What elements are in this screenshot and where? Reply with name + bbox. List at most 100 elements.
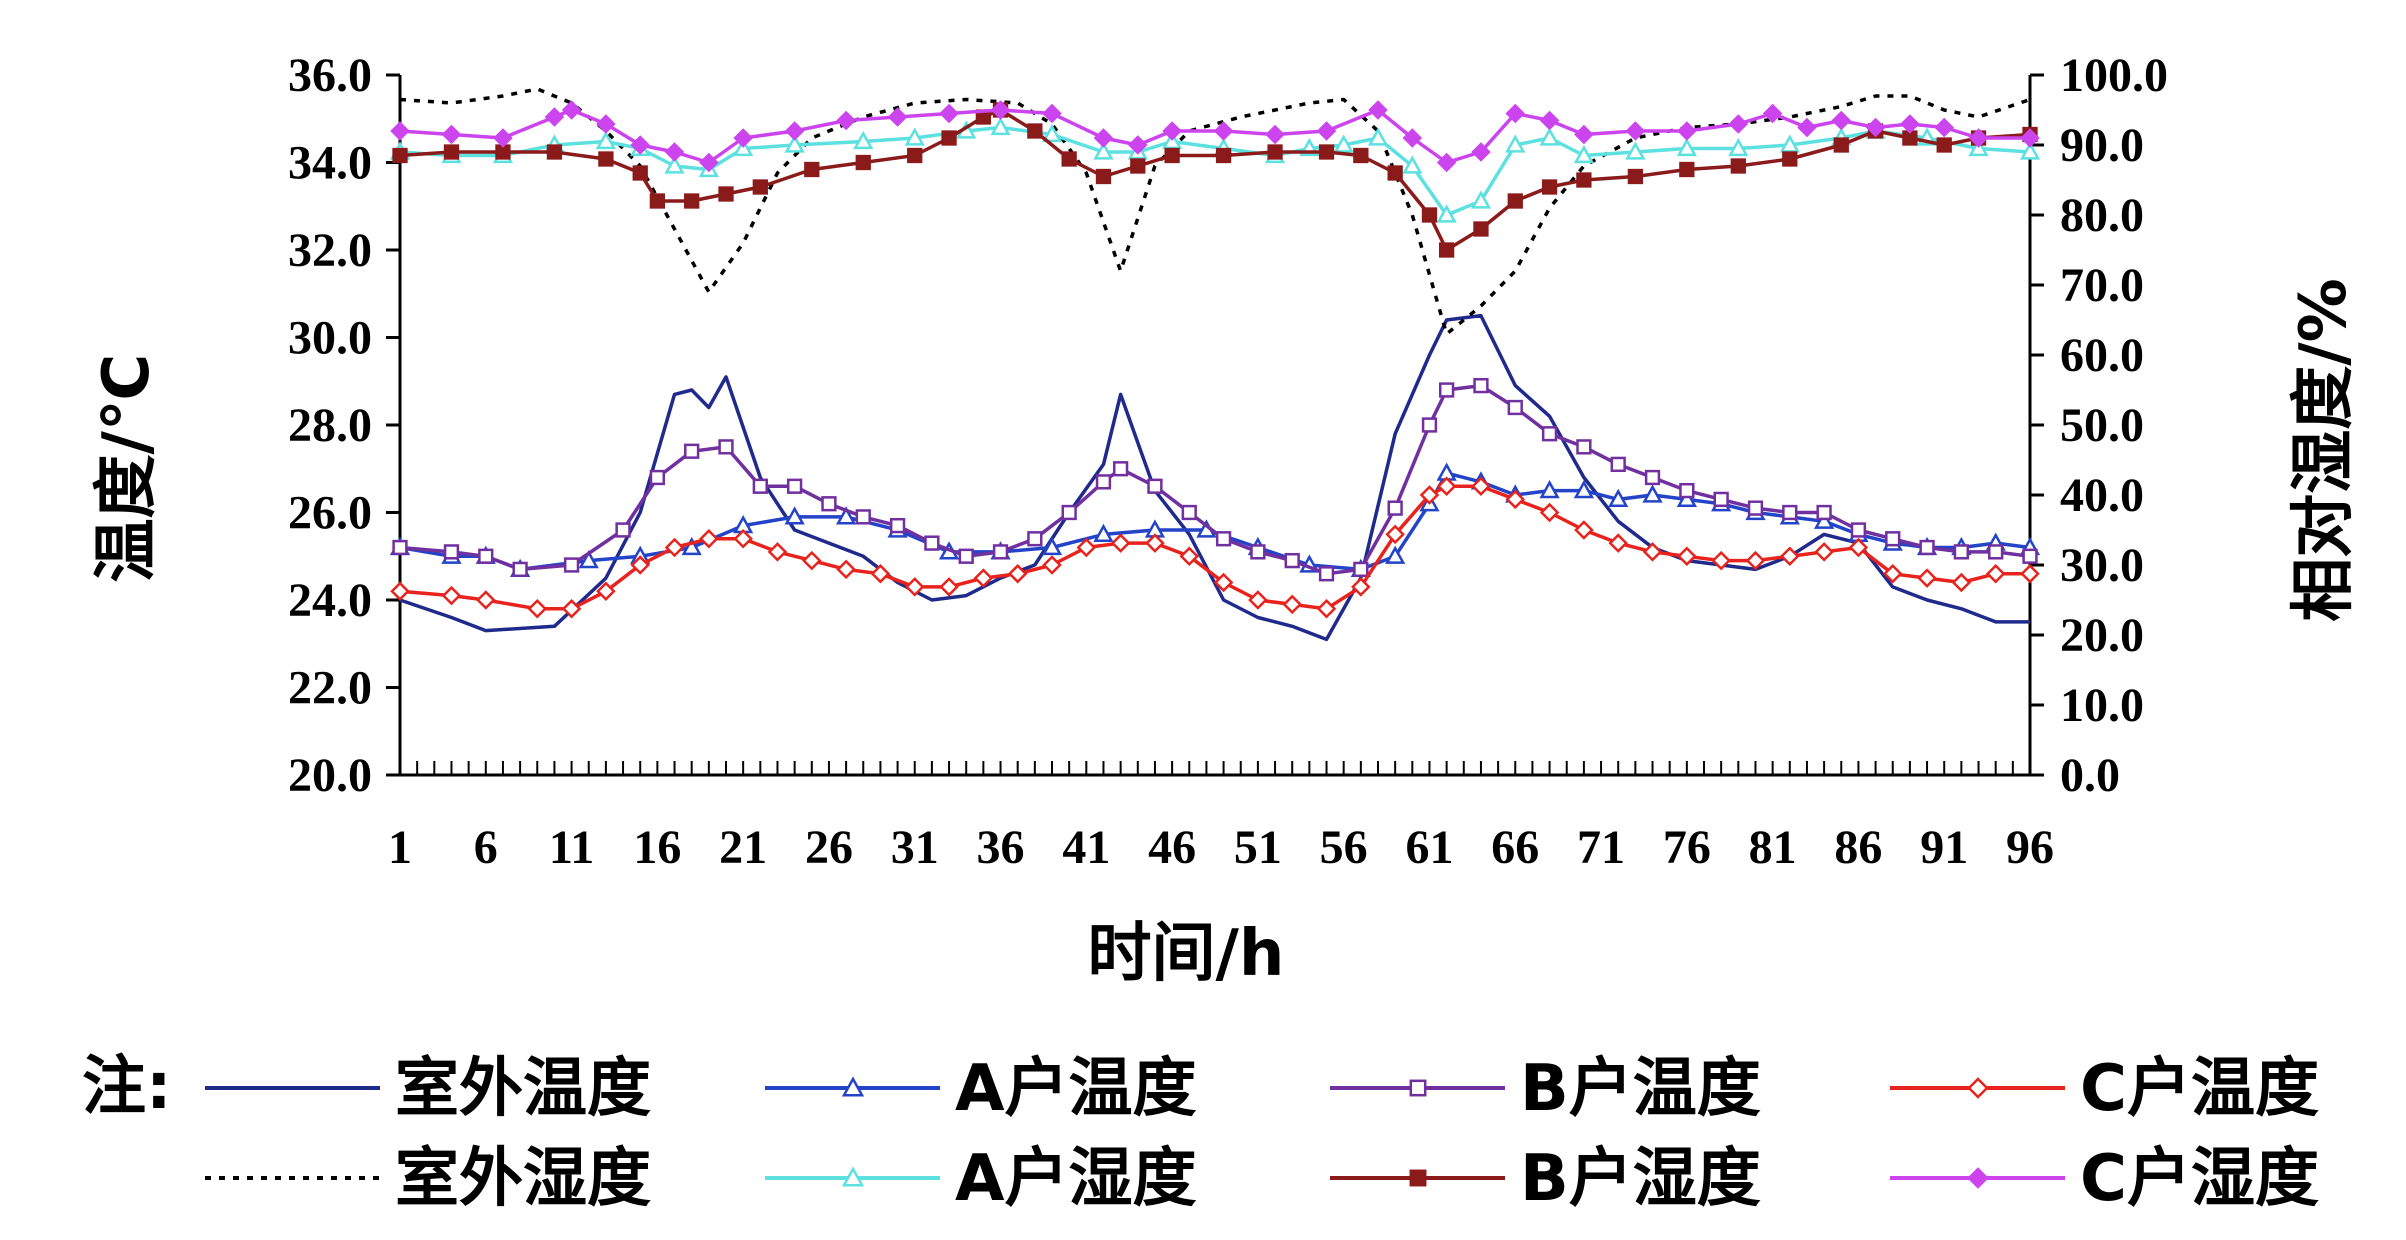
data-point (1953, 544, 1970, 560)
y-left-tick-label: 32.0 (288, 224, 372, 277)
y-right-tick-label: 40.0 (2060, 469, 2144, 522)
data-point (649, 193, 666, 209)
x-tick-label: 11 (549, 821, 594, 874)
data-point (990, 100, 1011, 120)
data-point (512, 561, 528, 578)
data-point (1093, 523, 1114, 543)
data-point (2020, 128, 2040, 148)
data-point (527, 598, 548, 619)
data-point (1539, 480, 1560, 499)
data-point (1061, 151, 1077, 167)
data-point (595, 130, 617, 150)
data-point (1421, 417, 1438, 433)
y-right-tick-label: 80.0 (2060, 189, 2144, 242)
data-point (1093, 141, 1114, 160)
x-tick-label: 91 (1920, 821, 1968, 874)
data-point (1110, 533, 1131, 553)
data-point (684, 443, 700, 459)
data-point (699, 152, 719, 173)
data-point (939, 103, 959, 124)
data-point (441, 585, 462, 606)
data-point (476, 590, 496, 610)
series-line (399, 484, 2030, 611)
y-right-tick-label: 100.0 (2060, 49, 2168, 102)
data-point (2019, 141, 2041, 160)
data-point (1539, 110, 1560, 131)
data-point (493, 128, 513, 148)
data-point (1728, 114, 1749, 134)
y-right-tick-label: 70.0 (2060, 259, 2144, 312)
data-point (1745, 550, 1766, 571)
data-point (1833, 137, 1849, 153)
legend-label: A户温度 (955, 1052, 1197, 1126)
data-point (1130, 158, 1146, 174)
data-point (1027, 123, 1043, 139)
data-point (1076, 537, 1097, 558)
data-point (1885, 531, 1901, 547)
data-point (2020, 563, 2040, 584)
data-point (802, 550, 822, 571)
x-tick-label: 46 (1148, 821, 1196, 874)
series-1 (399, 313, 2030, 642)
data-point (1385, 524, 1405, 545)
data-point (1762, 103, 1783, 124)
x-tick-label: 1 (388, 821, 412, 874)
data-point (1061, 504, 1077, 521)
data-point (546, 144, 563, 160)
data-point (1387, 500, 1403, 516)
series-3 (392, 377, 2038, 582)
x-tick-label: 31 (891, 821, 939, 874)
y-right-tick-label: 10.0 (2060, 679, 2144, 732)
data-point (649, 469, 666, 486)
x-tick-label: 66 (1491, 821, 1539, 874)
legend-item: C户湿度 (1890, 1142, 2319, 1216)
data-point (1248, 590, 1268, 610)
data-point (1007, 563, 1028, 584)
data-point (767, 542, 788, 562)
data-point (699, 528, 719, 549)
series-line (399, 108, 2030, 165)
data-point (907, 147, 923, 164)
data-point (1813, 510, 1835, 529)
data-point (615, 522, 631, 538)
data-point (1608, 488, 1629, 508)
data-point (392, 147, 408, 164)
y-right-tick-label: 50.0 (2060, 399, 2144, 452)
data-point (1438, 242, 1455, 258)
data-point (1470, 190, 1492, 209)
data-point (441, 124, 462, 145)
data-point (718, 439, 734, 455)
legend-note: 注: (82, 1050, 172, 1124)
data-point (630, 135, 650, 155)
x-tick-label: 51 (1234, 821, 1282, 874)
data-point (392, 539, 408, 556)
data-point (1850, 522, 1867, 538)
data-point (1831, 110, 1852, 131)
axis-ticks (386, 73, 2044, 777)
data-point (889, 517, 906, 534)
x-tick-label: 81 (1749, 821, 1797, 874)
data-point (1147, 478, 1163, 494)
data-point (1265, 124, 1285, 145)
series-5 (399, 87, 2031, 336)
legend-marker (1409, 1169, 1427, 1187)
data-point (1677, 121, 1697, 141)
data-point (887, 107, 908, 127)
data-point (1128, 135, 1148, 155)
data-point (1438, 382, 1455, 398)
data-point (1541, 426, 1558, 442)
data-point (1539, 502, 1560, 523)
data-point (804, 161, 820, 178)
data-point (1988, 544, 2004, 560)
data-point (1505, 134, 1526, 153)
legend-item: A户湿度 (765, 1142, 1197, 1216)
y-left-tick-label: 36.0 (288, 49, 372, 102)
x-tick-label: 96 (2006, 821, 2054, 874)
data-point (1351, 577, 1371, 597)
y-axis-left-title: 温度/℃ (90, 354, 164, 583)
data-point (1882, 563, 1903, 584)
data-point (1267, 144, 1283, 160)
data-point (1316, 598, 1337, 619)
y-axis-right-title: 相对湿度/% (2287, 278, 2361, 622)
